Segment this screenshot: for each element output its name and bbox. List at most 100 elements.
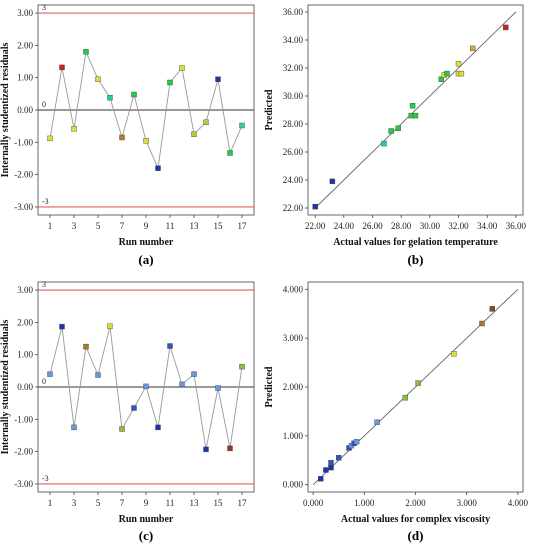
x-tick-label: 1 <box>48 498 53 508</box>
x-tick-label: 3.000 <box>457 498 478 508</box>
data-point <box>444 70 450 77</box>
x-tick-label: 2.000 <box>405 498 426 508</box>
x-tick-label: 3 <box>72 221 77 231</box>
data-point <box>47 371 53 377</box>
data-point <box>167 343 173 349</box>
y-tick-label: 2.000 <box>283 382 304 392</box>
data-point <box>438 76 444 82</box>
data-point <box>227 445 233 452</box>
y-tick-label: 3.00 <box>17 8 33 18</box>
data-point <box>353 439 360 445</box>
y-tick-label: -1.00 <box>14 137 33 147</box>
data-point <box>409 103 416 109</box>
y-tick-label: 34.00 <box>283 35 304 45</box>
x-tick-label: 17 <box>238 221 248 231</box>
y-tick-label: -2.00 <box>14 170 33 180</box>
y-tick-label: 1.000 <box>283 431 304 441</box>
data-point <box>191 371 197 377</box>
x-tick-label: 7 <box>120 221 125 231</box>
x-tick-label: 13 <box>190 221 200 231</box>
panel-3: 1 3 5 7 9 11 13 15 17-3.00-2.00-1.000.001.002.00… <box>0 280 255 543</box>
data-point <box>215 76 221 83</box>
y-tick-label: 32.00 <box>283 63 304 73</box>
data-point <box>470 45 476 52</box>
x-tick-label: 11 <box>166 221 175 231</box>
fit-line <box>314 11 517 209</box>
panel-label: (c) <box>139 528 153 543</box>
y-tick-label: 36.00 <box>283 7 304 17</box>
x-axis-title: Actual values for gelation temperature <box>333 237 498 248</box>
y-tick-label: -3.00 <box>14 202 33 212</box>
data-point <box>329 178 336 185</box>
plot-frame <box>307 4 524 216</box>
x-tick-label: 1 <box>48 221 53 231</box>
fit-line <box>312 288 519 486</box>
data-point <box>191 131 197 137</box>
x-tick-label: 32.00 <box>448 221 469 231</box>
x-tick-label: 26.00 <box>362 221 383 231</box>
data-point <box>328 460 334 466</box>
x-tick-label: 15 <box>214 498 224 508</box>
x-tick-label: 5 <box>96 498 101 508</box>
x-tick-label: 7 <box>120 498 125 508</box>
x-axis-title: Run number <box>119 514 174 525</box>
data-point <box>412 112 419 119</box>
data-point <box>167 79 173 86</box>
reference-line-label: 0 <box>42 100 46 109</box>
x-tick-label: 36.00 <box>506 221 527 231</box>
y-tick-label: -3.00 <box>14 479 33 489</box>
y-tick-label: 3.00 <box>17 285 33 295</box>
y-axis-title: Internally studentized residuals <box>0 42 11 177</box>
y-tick-label: 2.00 <box>17 40 33 50</box>
x-tick-label: 30.00 <box>420 221 441 231</box>
x-tick-label: 5 <box>96 221 101 231</box>
data-point <box>71 125 77 132</box>
data-point <box>458 70 465 77</box>
data-point <box>179 65 185 71</box>
data-point <box>318 476 324 482</box>
y-tick-label: 30.00 <box>283 91 304 101</box>
data-point <box>59 323 65 330</box>
reference-line-label: -3 <box>42 474 49 483</box>
y-tick-label: 22.00 <box>283 203 304 213</box>
panel-label: (d) <box>408 528 424 543</box>
y-tick-label: 3.000 <box>283 333 304 343</box>
y-tick-label: 4.000 <box>283 284 304 294</box>
data-point <box>71 424 77 431</box>
panel-4: 0.000 1.000 2.000 3.000 4.000 0.000 1.000 2.000… <box>264 281 529 543</box>
data-point <box>239 363 245 370</box>
x-tick-label: 22.00 <box>305 221 326 231</box>
data-point <box>203 446 209 453</box>
data-point <box>203 119 209 126</box>
data-point <box>47 135 53 142</box>
data-point <box>95 76 101 83</box>
data-point <box>489 306 495 312</box>
y-tick-label: 24.00 <box>283 175 304 185</box>
data-point <box>402 395 408 401</box>
data-point <box>336 455 342 461</box>
data-point <box>131 405 137 411</box>
x-tick-label: 9 <box>144 221 149 231</box>
y-tick-label: 0.00 <box>17 105 33 115</box>
data-point <box>119 426 125 432</box>
data-point <box>395 125 401 131</box>
x-tick-label: 15 <box>214 221 224 231</box>
data-point <box>503 24 509 31</box>
data-point <box>59 64 65 71</box>
data-point <box>155 165 161 171</box>
data-point <box>143 137 149 144</box>
x-tick-label: 11 <box>166 498 175 508</box>
data-point <box>451 351 457 357</box>
x-tick-label: 3 <box>72 498 77 508</box>
panel-1: 1 3 5 7 9 11 13 15 17-3.00-2.00-1.000.001.002.00… <box>0 3 255 267</box>
x-tick-label: 24.00 <box>334 221 355 231</box>
data-point <box>227 150 233 156</box>
x-tick-label: 17 <box>238 498 248 508</box>
data-point <box>83 49 89 55</box>
data-point <box>119 134 125 141</box>
data-point <box>323 467 329 473</box>
x-tick-label: 28.00 <box>391 221 412 231</box>
y-tick-label: 2.00 <box>17 317 33 327</box>
data-point <box>83 343 89 350</box>
